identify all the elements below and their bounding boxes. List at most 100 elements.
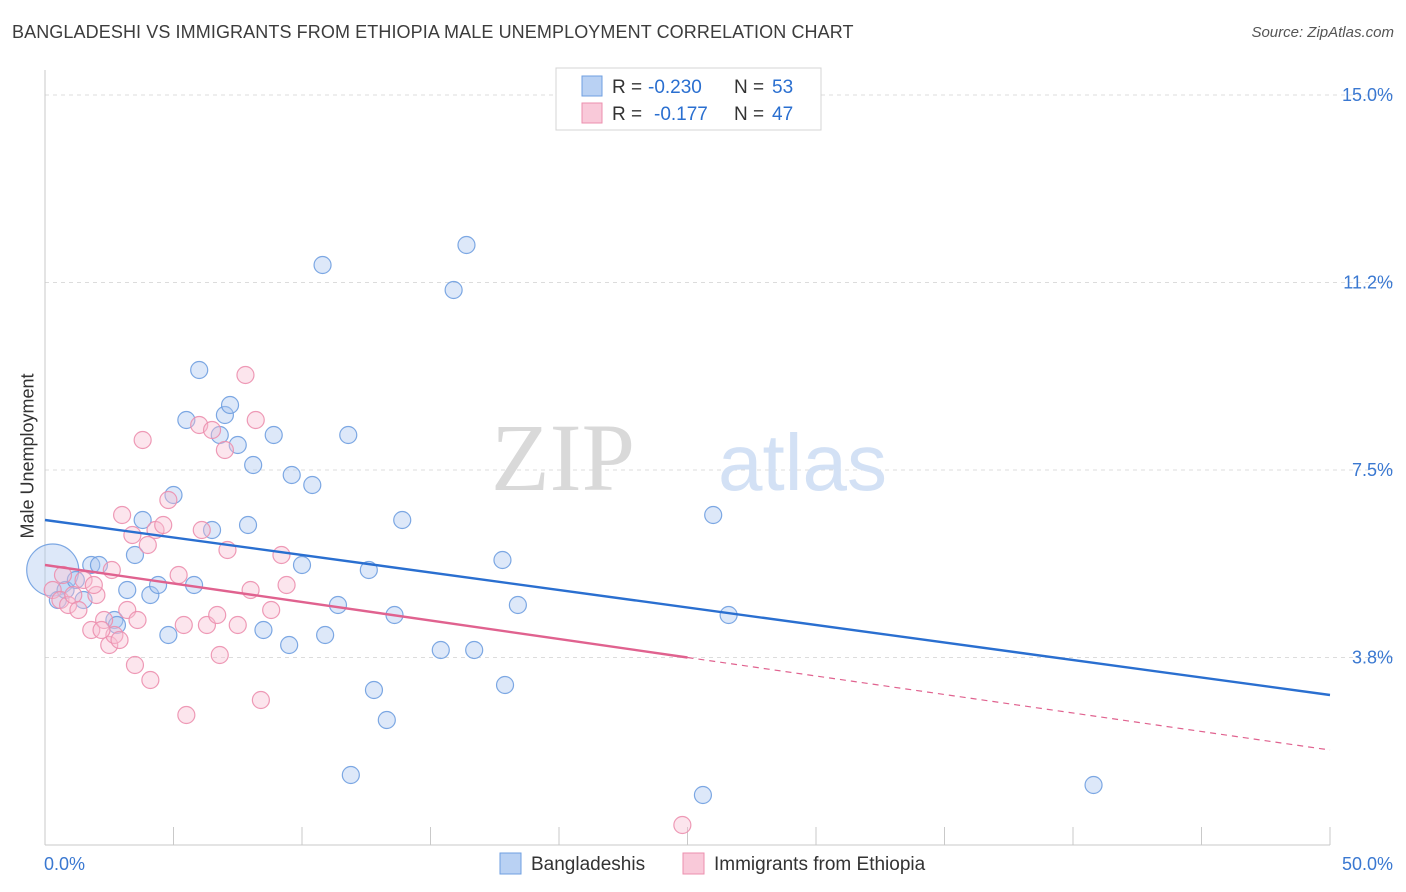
trend-line-bangladeshis — [44, 518, 1331, 697]
ethiopia-point-9 — [100, 635, 119, 655]
gridlines — [45, 94, 1393, 658]
bangladeshis-point-21 — [215, 405, 234, 425]
bangladeshis-point-18 — [190, 360, 209, 380]
bangladeshis-point-32 — [313, 255, 332, 275]
trend-lines — [44, 518, 1331, 751]
ethiopia-point-41 — [673, 815, 692, 835]
bangladeshis-point-33 — [316, 625, 335, 645]
ethiopia-point-40 — [277, 575, 296, 595]
bangladeshis-point-48 — [508, 595, 527, 615]
ethiopia-point-43 — [84, 575, 103, 595]
watermark-zip: ZIP — [491, 404, 635, 511]
ethiopia-point-34 — [236, 365, 255, 385]
bangladeshis-point-9 — [118, 580, 137, 600]
ethiopia-point-19 — [141, 670, 160, 690]
legend-r-label-ethiopia: R = — [612, 104, 642, 125]
trend-line-extension-ethiopia — [687, 656, 1331, 751]
ethiopia-point-22 — [159, 490, 178, 510]
bangladeshis-point-36 — [341, 765, 360, 785]
ethiopia-point-23 — [169, 565, 188, 585]
bangladeshis-point-31 — [303, 475, 322, 495]
bangladeshis-point-19 — [202, 520, 222, 540]
bottom-legend-label-bangladeshis: Bangladeshis — [531, 854, 645, 875]
ethiopia-point-21 — [154, 515, 173, 535]
y-tick-labels: 3.8% 7.5% 11.2% 15.0% — [1342, 85, 1393, 668]
series-ethiopia-points — [43, 365, 692, 835]
legend-swatch-ethiopia — [581, 102, 603, 124]
legend-r-value-ethiopia: -0.177 — [654, 104, 708, 125]
ethiopia-point-37 — [251, 690, 270, 710]
bottom-legend: Bangladeshis Immigrants from Ethiopia — [499, 852, 926, 875]
ethiopia-point-15 — [125, 655, 145, 675]
ethiopia-point-4 — [69, 600, 88, 620]
bottom-legend-label-ethiopia: Immigrants from Ethiopia — [714, 854, 926, 875]
legend-n-label-ethiopia: N = — [734, 104, 764, 125]
ethiopia-point-36 — [246, 410, 265, 430]
bangladeshis-point-29 — [282, 465, 301, 485]
watermark: ZIP atlas — [491, 404, 887, 511]
y-tick-label-3: 15.0% — [1342, 85, 1393, 105]
bangladeshis-point-30 — [292, 555, 312, 575]
bangladeshis-point-41 — [393, 510, 412, 530]
bangladeshis-point-12 — [141, 585, 160, 605]
ethiopia-point-33 — [228, 615, 247, 635]
bangladeshis-point-25 — [244, 455, 263, 475]
legend-swatch-bangladeshis — [581, 75, 603, 97]
bangladeshis-point-22 — [220, 395, 240, 415]
bangladeshis-point-44 — [457, 235, 476, 255]
y-tick-label-0: 3.8% — [1352, 648, 1393, 668]
ethiopia-point-17 — [133, 430, 152, 450]
bangladeshis-point-46 — [493, 550, 512, 570]
bangladeshis-point-43 — [444, 280, 463, 300]
legend: R = -0.230 N = 53 R = -0.177 N = 47 — [555, 67, 822, 131]
ethiopia-point-12 — [112, 505, 132, 525]
ethiopia-point-31 — [215, 440, 234, 460]
ethiopia-point-25 — [177, 705, 196, 725]
ethiopia-point-28 — [202, 420, 222, 440]
bangladeshis-point-35 — [339, 425, 358, 445]
ethiopia-point-16 — [128, 610, 147, 630]
ethiopia-point-0 — [43, 580, 62, 600]
bottom-legend-swatch-bangladeshis — [499, 852, 522, 875]
bangladeshis-point-15 — [164, 485, 183, 505]
legend-r-value-bangladeshis: -0.230 — [648, 77, 702, 98]
watermark-atlas: atlas — [718, 418, 887, 507]
legend-n-value-bangladeshis: 53 — [772, 77, 793, 98]
x-tick-label-max: 50.0% — [1342, 854, 1393, 874]
trend-line-ethiopia — [44, 563, 688, 659]
bottom-legend-swatch-ethiopia — [682, 852, 705, 875]
bangladeshis-point-14 — [159, 625, 178, 645]
bangladeshis-point-26 — [254, 620, 273, 640]
legend-r-label-bangladeshis: R = — [612, 77, 642, 98]
bangladeshis-point-24 — [238, 515, 258, 535]
ethiopia-point-24 — [174, 615, 193, 635]
ethiopia-point-14 — [123, 525, 142, 545]
bangladeshis-point-5 — [82, 555, 101, 575]
bangladeshis-point-38 — [364, 680, 384, 700]
ethiopia-point-38 — [262, 600, 281, 620]
bangladeshis-point-34 — [328, 595, 348, 615]
legend-n-label-bangladeshis: N = — [734, 77, 764, 98]
bangladeshis-point-47 — [495, 675, 515, 695]
x-tick-label-min: 0.0% — [44, 854, 85, 874]
bangladeshis-point-39 — [377, 710, 396, 730]
ethiopia-point-18 — [138, 535, 157, 555]
ethiopia-point-6 — [82, 620, 101, 640]
bangladeshis-point-11 — [133, 510, 152, 530]
y-tick-label-1: 7.5% — [1352, 460, 1393, 480]
bangladeshis-point-13 — [148, 575, 168, 595]
legend-n-value-ethiopia: 47 — [772, 104, 793, 125]
series-bangladeshis-points — [26, 235, 1103, 805]
bangladeshis-point-28 — [280, 635, 299, 655]
x-tick-labels: 0.0% 50.0% — [44, 854, 1393, 874]
bangladeshis-point-42 — [431, 640, 450, 660]
ethiopia-point-11 — [110, 630, 129, 650]
bangladeshis-point-52 — [1084, 775, 1103, 795]
bangladeshis-point-49 — [693, 785, 713, 805]
axes — [44, 70, 1331, 846]
ethiopia-point-30 — [210, 645, 229, 665]
bangladeshis-point-50 — [704, 505, 723, 525]
bangladeshis-point-7 — [105, 610, 124, 630]
ethiopia-point-39 — [272, 545, 291, 565]
